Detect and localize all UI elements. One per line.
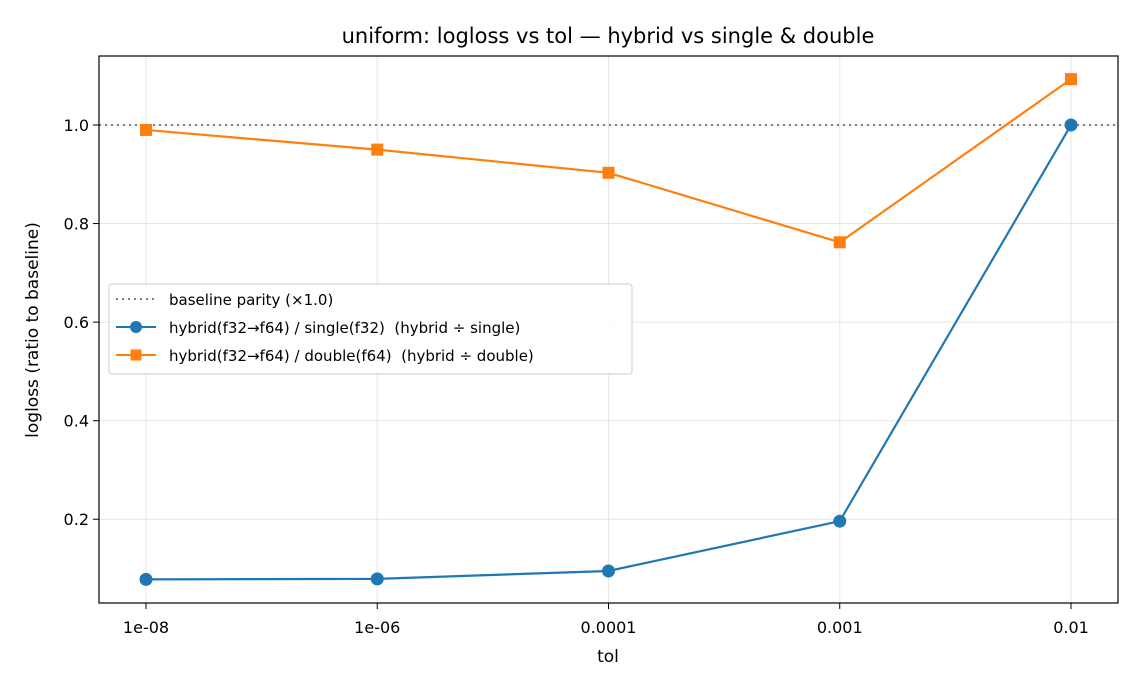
chart-title: uniform: logloss vs tol — hybrid vs sing… (342, 24, 875, 48)
series-layer (139, 73, 1078, 586)
y-axis: 0.2 0.4 0.6 0.8 1.0 (64, 116, 99, 529)
series-1-point (139, 572, 153, 586)
y-tick-label: 0.4 (64, 412, 89, 431)
series-1-point (833, 514, 847, 528)
x-tick-label: 0.01 (1053, 618, 1089, 637)
y-tick-label: 0.6 (64, 313, 89, 332)
legend-series-1-label: hybrid(f32→f64) / single(f32) (hybrid ÷ … (169, 319, 520, 337)
y-tick-label: 0.2 (64, 510, 89, 529)
x-tick-label: 0.001 (817, 618, 863, 637)
legend-box (108, 283, 633, 375)
x-tick-label: 0.0001 (581, 618, 637, 637)
series-2-point (1065, 73, 1077, 86)
series-2-point (833, 236, 846, 249)
x-axis: 1e-08 1e-06 0.0001 0.001 0.01 (123, 603, 1089, 637)
series-2-point (140, 123, 152, 136)
legend-series-2-label: hybrid(f32→f64) / double(f64) (hybrid ÷ … (169, 347, 534, 365)
series-1-point (602, 564, 615, 578)
legend: baseline parity (×1.0) hybrid(f32→f64) /… (108, 283, 633, 375)
series-2-point (602, 166, 615, 179)
series-2-point (371, 143, 384, 156)
series-1-point (1064, 118, 1078, 132)
y-tick-label: 0.8 (64, 215, 89, 234)
x-tick-label: 1e-06 (354, 618, 400, 637)
series-1-point (370, 572, 384, 586)
y-tick-label: 1.0 (64, 116, 89, 135)
y-axis-label: logloss (ratio to baseline) (23, 222, 43, 438)
x-tick-label: 1e-08 (123, 618, 169, 637)
legend-series-1-marker (130, 321, 142, 333)
legend-series-2-marker (130, 349, 142, 361)
legend-baseline-label: baseline parity (×1.0) (169, 291, 333, 309)
x-axis-label: tol (597, 647, 619, 667)
